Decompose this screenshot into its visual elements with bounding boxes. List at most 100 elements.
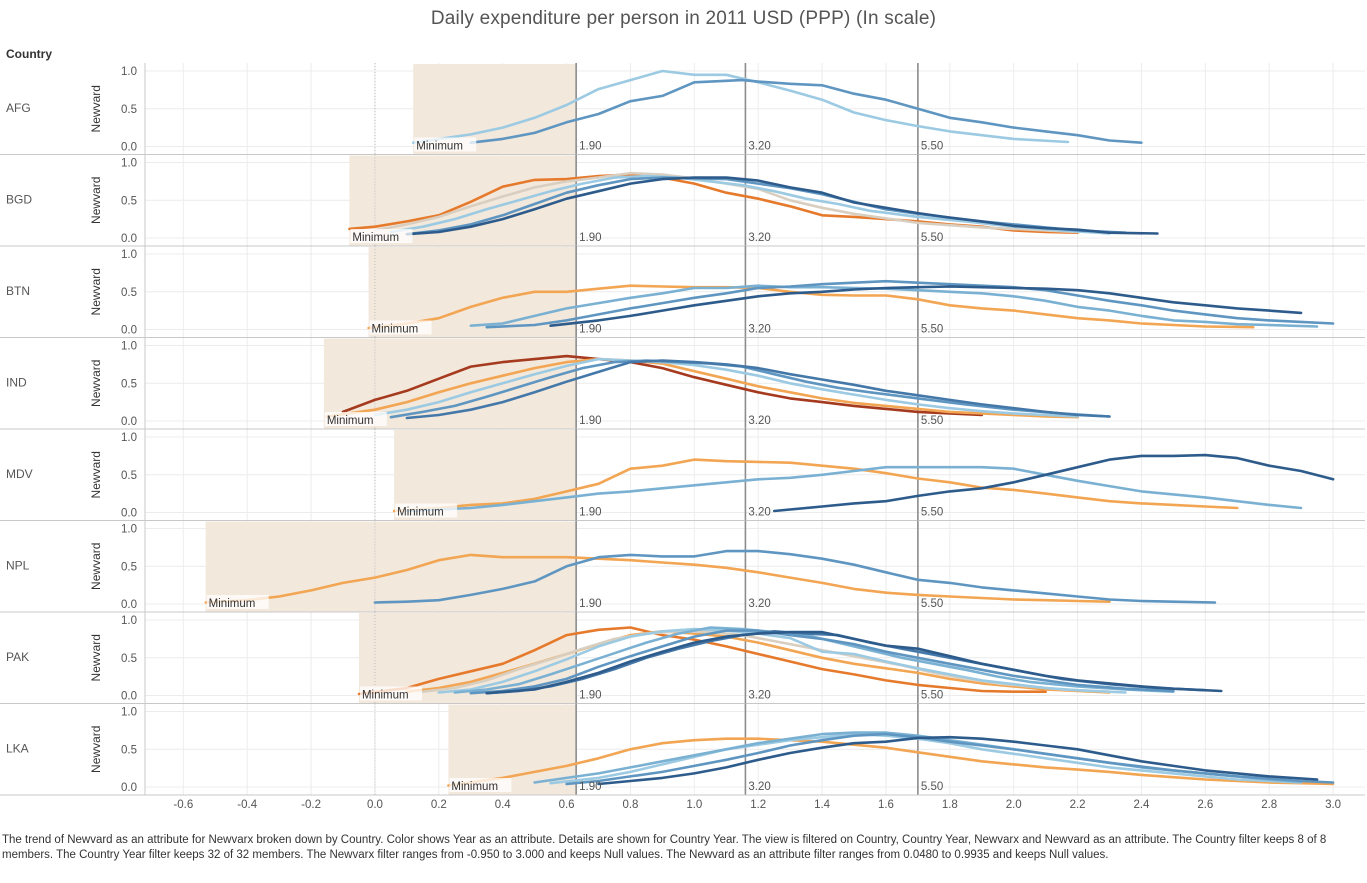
x-tick-label: 2.2 [1070, 799, 1086, 811]
minimum-label: Minimum [372, 324, 419, 336]
series-line [469, 629, 1175, 695]
reference-line-label: 1.90 [579, 415, 601, 427]
series-line [373, 549, 1217, 604]
y-tick-label: 1.0 [121, 341, 137, 353]
y-axis-title: Newvard [89, 543, 103, 590]
reference-line-label: 1.90 [579, 598, 601, 610]
x-tick-label: 3.0 [1325, 799, 1341, 811]
series-line [549, 285, 1303, 327]
reference-line-label: 5.50 [921, 141, 943, 153]
row-label: PAK [6, 650, 29, 664]
minimum-label-bg [324, 412, 387, 426]
x-tick-label: 1.4 [814, 799, 831, 811]
small-multiples-chart: 1.90 3.20 5.50 Minimum 0.0 0.5 1.0 Newvard AFG 1.… [0, 63, 1365, 811]
x-tick-label: 0.0 [367, 799, 383, 811]
y-tick-label: 0.5 [121, 744, 137, 756]
y-tick-label: 0.5 [121, 195, 137, 207]
row-label: BTN [6, 284, 30, 298]
y-axis-title: Newvard [89, 85, 103, 132]
y-tick-label: 0.5 [121, 561, 137, 573]
x-tick-label: 0.2 [431, 799, 447, 811]
reference-line-label: 5.50 [921, 415, 943, 427]
reference-line-label: 3.20 [748, 232, 770, 244]
y-tick-label: 0.5 [121, 470, 137, 482]
panel-afg [0, 63, 1365, 155]
y-axis-title: Newvard [89, 726, 103, 773]
row-header: Country [6, 47, 52, 61]
y-tick-label: 0.5 [121, 653, 137, 665]
minimum-label: Minimum [327, 415, 374, 427]
minimum-label: Minimum [397, 507, 444, 519]
minimum-label-bg [359, 686, 422, 701]
x-tick-label: 1.0 [686, 799, 702, 811]
y-tick-label: 0.0 [121, 416, 137, 428]
reference-line-label: 5.50 [921, 781, 943, 793]
y-tick-label: 0.0 [121, 508, 137, 520]
reference-line-label: 5.50 [921, 507, 943, 519]
y-tick-label: 0.0 [121, 691, 137, 703]
y-tick-label: 1.0 [121, 249, 137, 261]
reference-line-label: 1.90 [579, 690, 601, 702]
y-tick-label: 0.0 [121, 782, 137, 794]
reference-line-label: 5.50 [921, 598, 943, 610]
x-tick-label: 2.0 [1006, 799, 1022, 811]
panel-pak [0, 612, 1365, 704]
panel-ind [0, 337, 1365, 430]
series-line [437, 627, 1127, 694]
x-tick-label: 0.4 [495, 799, 512, 811]
reference-line-label: 5.50 [921, 232, 943, 244]
minimum-label: Minimum [451, 781, 498, 793]
minimum-label: Minimum [362, 690, 409, 702]
chart-title: Daily expenditure per person in 2011 USD… [430, 8, 937, 29]
series-line [469, 78, 1143, 144]
series-line [405, 176, 1159, 236]
series-line [597, 735, 1319, 786]
minimum-label-bg [395, 503, 458, 518]
x-tick-label: -0.4 [237, 799, 257, 811]
minimum-label: Minimum [352, 232, 399, 244]
y-tick-label: 0.5 [121, 287, 137, 299]
minimum-label-bg [350, 229, 413, 243]
x-tick-label: 1.6 [878, 799, 894, 811]
minimum-label-bg [449, 778, 512, 792]
reference-line-label: 3.20 [748, 507, 770, 519]
y-axis-title: Newvard [89, 451, 103, 498]
reference-line-label: 1.90 [579, 781, 601, 793]
series-line [485, 279, 1335, 329]
reference-line-label: 1.90 [579, 507, 601, 519]
panel-lka [0, 703, 1365, 796]
series-line [549, 732, 1303, 785]
y-tick-label: 1.0 [121, 707, 137, 719]
series-line [772, 453, 1335, 513]
chart-caption: The trend of Newvard as an attribute for… [2, 834, 1327, 861]
x-tick-label: 1.2 [750, 799, 766, 811]
y-tick-label: 1.0 [121, 158, 137, 170]
reference-line-label: 3.20 [748, 141, 770, 153]
y-axis-title: Newvard [89, 634, 103, 681]
x-tick-label: 2.8 [1261, 799, 1277, 811]
y-tick-label: 0.0 [121, 142, 137, 154]
series-line [373, 357, 1079, 418]
row-label: LKA [6, 741, 29, 755]
panel-bgd [0, 154, 1365, 247]
y-tick-label: 1.0 [121, 432, 137, 444]
reference-line-label: 3.20 [748, 415, 770, 427]
x-tick-label: 2.6 [1197, 799, 1213, 811]
y-tick-label: 0.0 [121, 233, 137, 245]
panel-mdv [0, 429, 1365, 521]
row-label: MDV [6, 467, 33, 481]
series-line [565, 732, 1335, 786]
reference-line-label: 1.90 [579, 324, 601, 336]
series-line [392, 458, 1239, 513]
x-tick-label: 1.8 [942, 799, 958, 811]
row-label: IND [6, 375, 27, 389]
series-line [325, 357, 1079, 419]
series-line [204, 553, 1111, 604]
panel-btn [0, 246, 1365, 338]
series-line [485, 630, 1223, 695]
reference-line-label: 3.20 [748, 324, 770, 336]
x-tick-label: -0.6 [173, 799, 193, 811]
reference-line-label: 3.20 [748, 781, 770, 793]
series-line [389, 174, 1111, 235]
y-tick-label: 1.0 [121, 615, 137, 627]
